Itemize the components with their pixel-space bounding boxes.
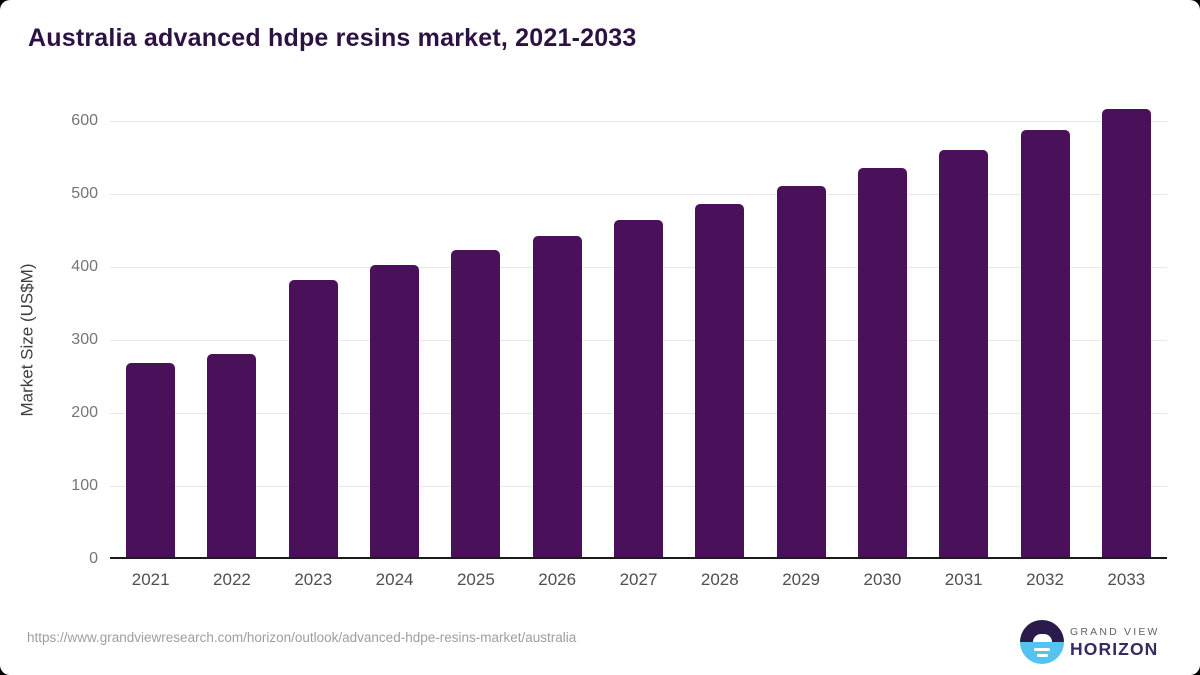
y-tick-label-100: 100 <box>71 477 98 494</box>
y-tick-label-500: 500 <box>71 185 98 202</box>
bar-2026[interactable] <box>532 235 582 557</box>
grand-view-horizon-logo: GRAND VIEW HORIZON <box>1020 620 1160 664</box>
x-tick-label-2027: 2027 <box>619 570 658 589</box>
logo-sun-dome <box>1032 634 1052 642</box>
x-tick-label-2021: 2021 <box>131 570 170 589</box>
logo-sea-half <box>1020 642 1064 664</box>
source-url: https://www.grandviewresearch.com/horizo… <box>27 630 577 645</box>
bar-2022[interactable] <box>207 354 257 557</box>
chart-title: Australia advanced hdpe resins market, 2… <box>28 24 637 52</box>
y-tick-label-0: 0 <box>89 550 98 567</box>
x-tick-label-2031: 2031 <box>944 570 983 589</box>
x-tick-label-2026: 2026 <box>538 570 577 589</box>
x-tick-label-2024: 2024 <box>375 570 414 589</box>
x-tick-label-2029: 2029 <box>782 570 821 589</box>
bar-2025[interactable] <box>451 250 501 557</box>
x-tick-label-2030: 2030 <box>863 570 902 589</box>
y-tick-label-400: 400 <box>71 258 98 275</box>
x-tick-label-2025: 2025 <box>456 570 495 589</box>
gridline-600 <box>110 121 1167 122</box>
y-tick-label-600: 600 <box>71 112 98 129</box>
logo-sky-half <box>1020 620 1064 642</box>
y-tick-label-200: 200 <box>71 404 98 421</box>
logo-text: GRAND VIEW HORIZON <box>1070 626 1160 659</box>
bar-2027[interactable] <box>614 220 663 557</box>
plot-area <box>110 108 1167 559</box>
gridline-500 <box>110 194 1167 195</box>
x-tick-label-2028: 2028 <box>700 570 739 589</box>
logo-text-grand-view: GRAND VIEW <box>1070 625 1160 638</box>
y-tick-label-300: 300 <box>71 331 98 348</box>
x-tick-label-2032: 2032 <box>1026 570 1064 589</box>
x-tick-label-2033: 2033 <box>1107 570 1146 589</box>
bar-2023[interactable] <box>288 279 338 557</box>
bar-2030[interactable] <box>857 167 907 557</box>
bar-2028[interactable] <box>695 204 745 557</box>
horizon-sun-icon <box>1020 620 1064 664</box>
bar-2033[interactable] <box>1101 108 1151 557</box>
bar-2024[interactable] <box>370 265 420 557</box>
x-tick-label-2023: 2023 <box>294 570 333 589</box>
bar-2029[interactable] <box>776 186 826 557</box>
bar-2021[interactable] <box>126 362 176 557</box>
logo-reflection-line-2 <box>1036 654 1048 657</box>
logo-text-horizon: HORIZON <box>1070 638 1159 659</box>
x-tick-label-2022: 2022 <box>213 570 251 589</box>
bar-2031[interactable] <box>939 149 989 557</box>
bar-2032[interactable] <box>1020 129 1070 557</box>
logo-reflection-line-1 <box>1034 648 1050 651</box>
